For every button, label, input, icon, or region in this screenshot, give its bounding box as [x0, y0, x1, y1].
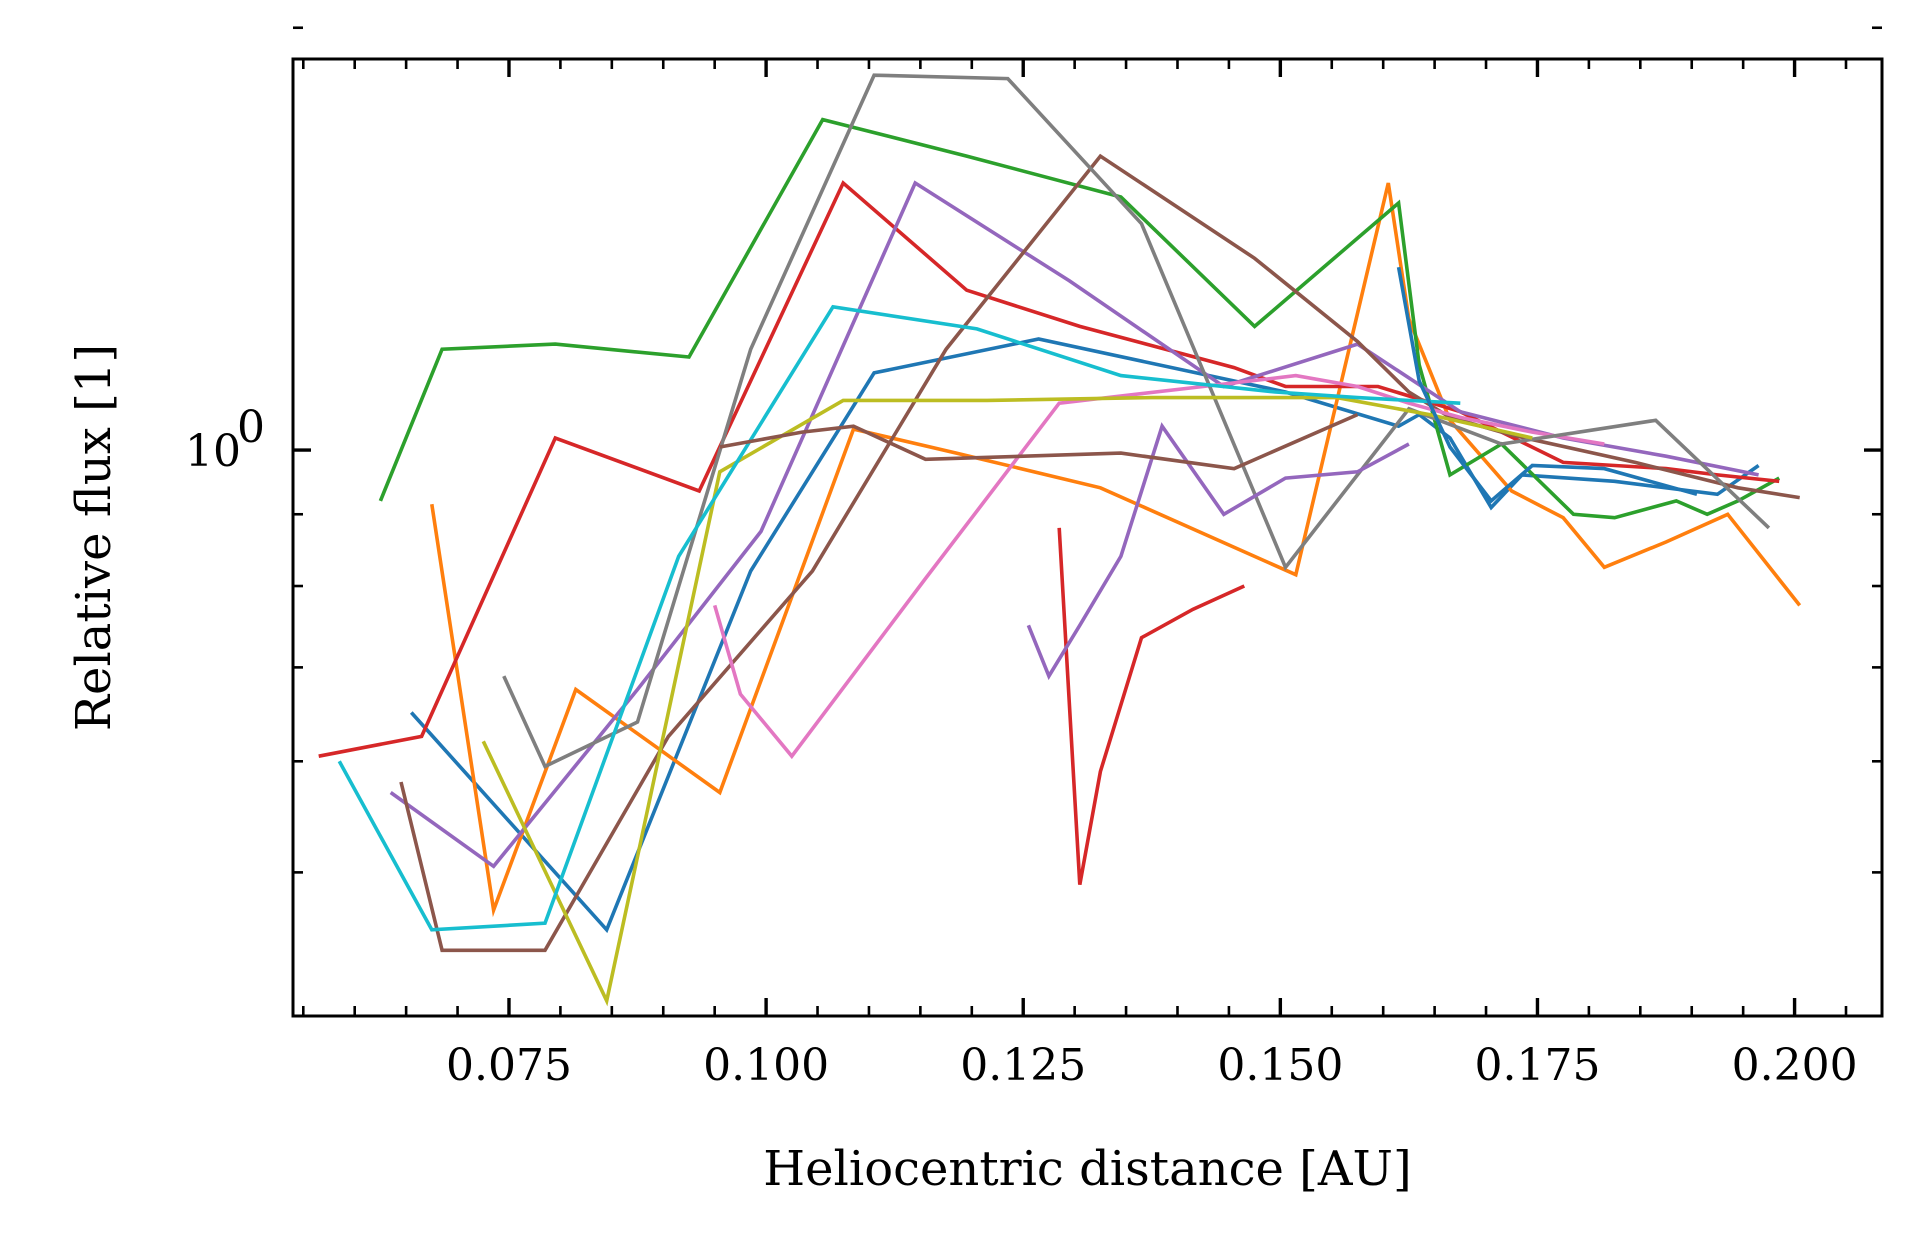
- series-line-3: [378, 117, 1781, 520]
- x-tick-label: 0.100: [703, 1040, 829, 1091]
- x-tick-label: 0.075: [446, 1040, 572, 1091]
- series-line-8: [502, 73, 1771, 769]
- series-line-13: [719, 412, 1359, 471]
- series-line-2: [430, 182, 1802, 918]
- x-tick-label: 0.175: [1474, 1040, 1600, 1091]
- plot-frame: [291, 57, 1884, 1018]
- x-tick-label: 0.200: [1732, 1040, 1858, 1091]
- labels-layer: 0.075 0.100 0.125 0.150 0.175 0.200 100: [185, 402, 1858, 1091]
- series-line-9: [481, 395, 1533, 1007]
- series-line-14: [1396, 266, 1698, 504]
- x-axis-label: Heliocentric distance [AU]: [763, 1141, 1411, 1197]
- y-axis-label: Relative flux [1]: [66, 344, 122, 731]
- series-line-1: [409, 337, 1760, 934]
- series-line-6: [399, 153, 1800, 953]
- series-line-12: [1026, 422, 1410, 681]
- x-tick-label: 0.125: [960, 1040, 1086, 1091]
- series-line-5: [389, 180, 1759, 869]
- series-line-10: [337, 304, 1461, 932]
- y-tick-label: 10: [185, 426, 241, 477]
- ticks-layer: [293, 26, 1882, 1016]
- series-line-7: [712, 373, 1605, 760]
- series-line-4: [318, 180, 1780, 758]
- series-line-11: [1057, 527, 1246, 886]
- series-layer: [318, 73, 1802, 1007]
- y-tick-label-exponent: 0: [237, 402, 265, 453]
- x-tick-label: 0.150: [1217, 1040, 1343, 1091]
